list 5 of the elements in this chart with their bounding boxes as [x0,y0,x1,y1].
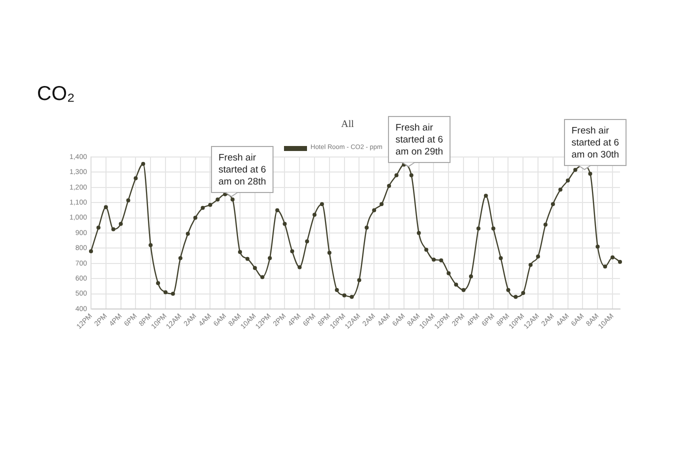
chart-subtitle: All [341,119,354,130]
annotation: Fresh air started at 6 am on 30th [572,126,620,160]
annotation: Fresh air started at 6 am on 28th [218,152,266,188]
annotation: Fresh air started at 6 am on 29th [396,122,444,158]
chart-title: CO₂ [37,82,75,106]
